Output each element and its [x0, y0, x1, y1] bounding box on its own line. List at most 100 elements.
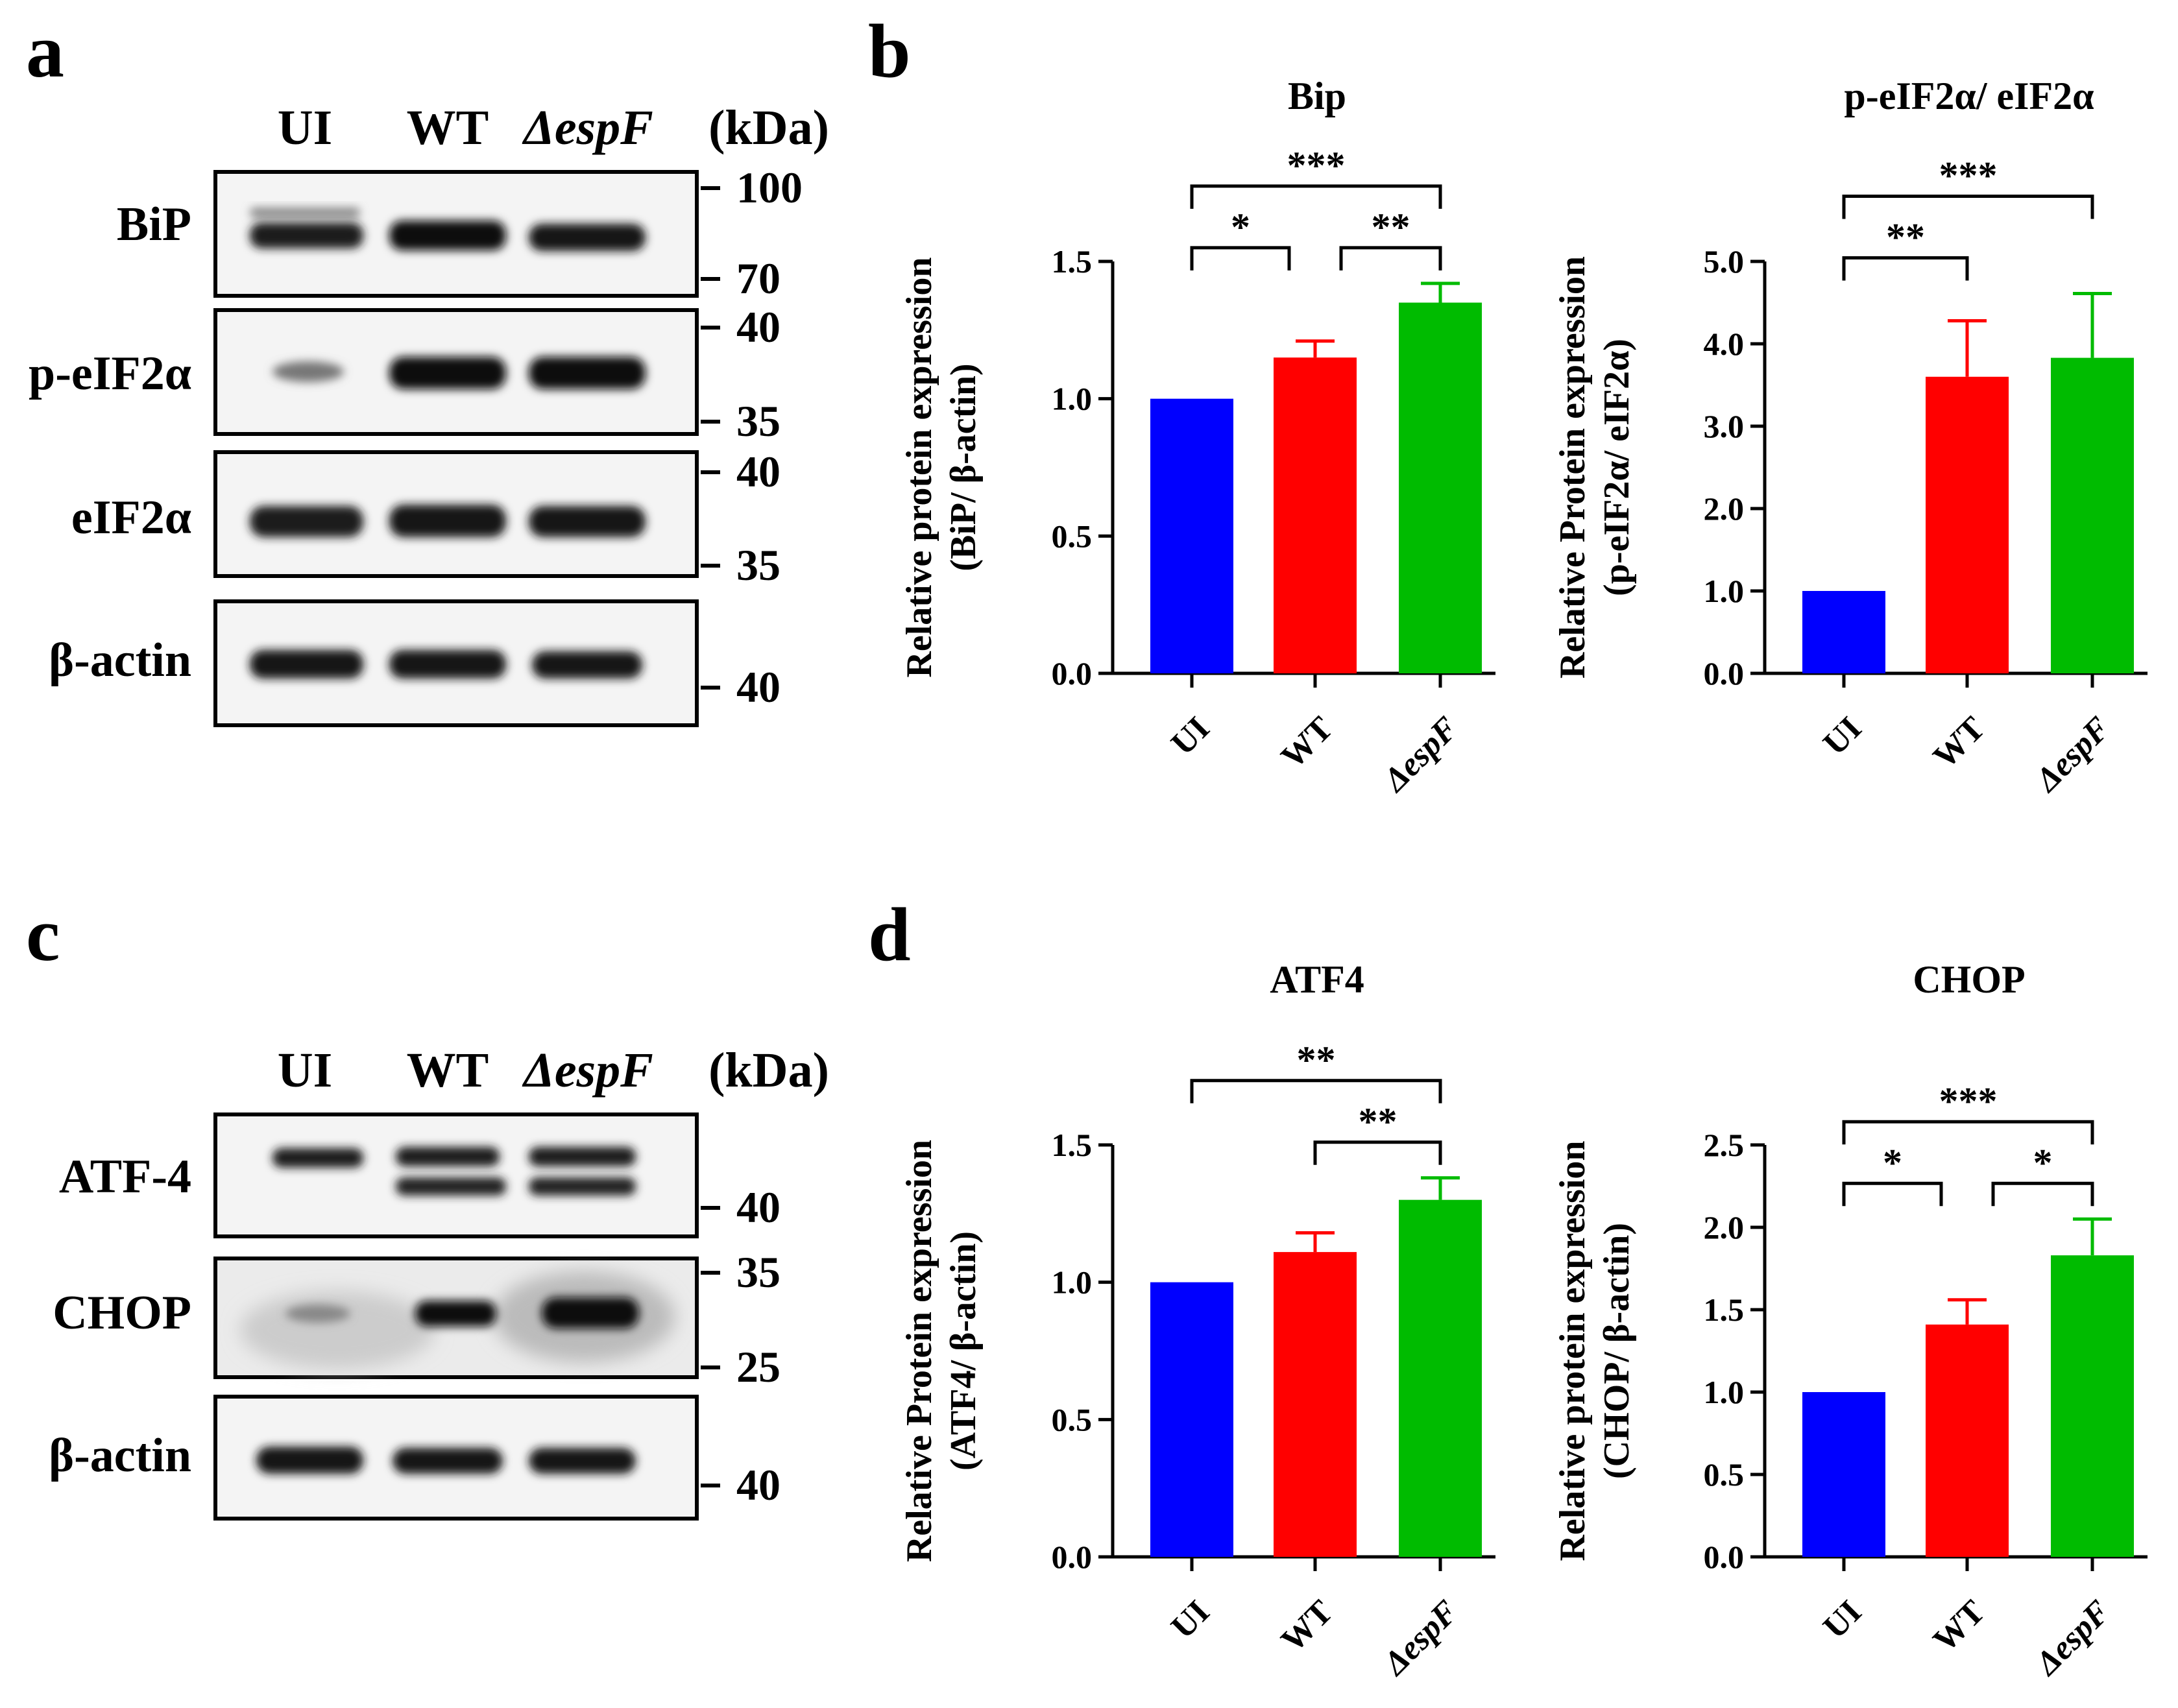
- y-tick-label: 1.5: [1052, 1127, 1093, 1163]
- x-tick-label: ΔespF: [2027, 1593, 2117, 1683]
- y-tick-label: 2.5: [1704, 1127, 1745, 1163]
- bar-2: [1399, 1199, 1482, 1557]
- band: [415, 1301, 496, 1327]
- band: [389, 505, 506, 537]
- significance-label: *: [1883, 1141, 1902, 1184]
- significance-bracket: [1313, 1140, 1442, 1165]
- y-tick-label: 0.0: [1052, 655, 1093, 692]
- blot-a-p-eif2a: [213, 308, 699, 436]
- bar-0: [1802, 591, 1885, 673]
- y-tick-label: 0.0: [1052, 1539, 1093, 1575]
- bar-0: [1150, 398, 1233, 673]
- panel-label-d: d: [868, 892, 911, 977]
- band: [529, 506, 646, 537]
- chart-title: ATF4: [1270, 958, 1364, 1001]
- y-tick-label: 1.5: [1704, 1292, 1745, 1328]
- panel-label-c: c: [26, 892, 60, 977]
- band: [532, 651, 642, 679]
- mw-35: 35: [736, 1247, 780, 1297]
- significance-label: **: [1372, 206, 1410, 248]
- x-tick-label: WT: [1926, 710, 1992, 776]
- significance-bracket: [1991, 1181, 2094, 1207]
- blot-c-label-b-actin: β-actin: [49, 1429, 191, 1482]
- significance-label: *: [2033, 1141, 2053, 1184]
- mw-40: 40: [736, 447, 780, 496]
- y-tick-label: 0.5: [1052, 1401, 1093, 1437]
- y-tick-label: 1.0: [1052, 381, 1093, 417]
- y-tick-label: 3.0: [1704, 408, 1745, 444]
- y-tick-label: 2.0: [1704, 490, 1745, 527]
- band: [529, 224, 646, 251]
- x-tick-label: ΔespF: [1375, 1593, 1465, 1683]
- significance-bracket: [1339, 246, 1442, 271]
- significance-label: *: [1231, 206, 1250, 248]
- significance-bracket: [1842, 256, 1969, 281]
- band: [250, 223, 363, 248]
- blot-a-label-eif2a: eIF2α: [71, 491, 191, 544]
- mw-100: 100: [736, 163, 803, 212]
- blot-a-label-p-eif2a: p-eIF2α: [29, 347, 191, 400]
- band: [529, 1177, 636, 1196]
- bar-0: [1802, 1392, 1885, 1557]
- y-tick-label: 5.0: [1704, 243, 1745, 280]
- significance-bracket: [1190, 246, 1291, 271]
- y-tick-label: 1.5: [1052, 243, 1093, 280]
- bar-1: [1274, 1252, 1357, 1557]
- band: [393, 1448, 503, 1474]
- band: [396, 1177, 506, 1196]
- band: [272, 1148, 363, 1168]
- bar-1: [1926, 376, 2009, 673]
- blot-c-lane-ui: UI: [278, 1043, 332, 1098]
- blot-c-chop: [213, 1257, 699, 1379]
- x-tick-label: UI: [1816, 710, 1869, 762]
- y-axis-label: Relative protein expression: [899, 257, 939, 677]
- chart-bip: Bip Relative protein expression (BiP/ β-ac…: [899, 75, 1495, 799]
- blot-a-b-actin: [213, 599, 699, 727]
- bar-1: [1274, 357, 1357, 673]
- band: [529, 1448, 636, 1474]
- chart-title: Bip: [1288, 75, 1346, 117]
- y-axis-label: (p-eIF2α/ eIF2α): [1597, 339, 1637, 596]
- chart-title: CHOP: [1913, 958, 2025, 1001]
- bar-0: [1150, 1282, 1233, 1557]
- bar-2: [2051, 1255, 2134, 1557]
- significance-bracket: [1842, 1120, 2094, 1145]
- mw-40: 40: [736, 1183, 780, 1232]
- mw-35: 35: [736, 396, 780, 446]
- significance-label: ***: [1939, 1079, 1998, 1122]
- y-tick-label: 0.5: [1704, 1456, 1745, 1493]
- band: [542, 1297, 639, 1329]
- significance-label: **: [1359, 1100, 1398, 1143]
- mw-25: 25: [736, 1342, 780, 1391]
- blot-a-kda-label: (kDa): [708, 101, 829, 155]
- bar-2: [1399, 302, 1482, 673]
- significance-bracket: [1190, 184, 1442, 209]
- y-axis-label: (ATF4/ β-actin): [943, 1231, 984, 1471]
- y-tick-label: 4.0: [1704, 326, 1745, 362]
- x-tick-label: UI: [1164, 1593, 1216, 1646]
- chart-p-eif2a: p-eIF2α/ eIF2α Relative Protein expressio…: [1553, 75, 2148, 799]
- band: [272, 361, 344, 382]
- band: [529, 1147, 636, 1166]
- chart-title: p-eIF2α/ eIF2α: [1844, 75, 2094, 117]
- y-tick-label: 0.5: [1052, 518, 1093, 554]
- blot-c-label-chop: CHOP: [53, 1286, 191, 1340]
- band: [285, 1305, 350, 1323]
- x-tick-label: UI: [1816, 1593, 1869, 1646]
- significance-label: **: [1297, 1039, 1336, 1081]
- blot-c-atf4: [213, 1113, 699, 1238]
- y-tick-label: 2.0: [1704, 1209, 1745, 1245]
- mw-40: 40: [736, 662, 780, 712]
- panel-label-a: a: [26, 8, 64, 93]
- chart-chop: CHOP Relative protein expression (CHOP/ β-…: [1553, 958, 2148, 1683]
- y-tick-label: 1.0: [1704, 573, 1745, 609]
- significance-bracket: [1190, 1079, 1442, 1103]
- x-tick-label: UI: [1164, 710, 1216, 762]
- blot-a-lane-espf: ΔespF: [522, 101, 653, 155]
- x-tick-label: ΔespF: [2027, 710, 2117, 799]
- band: [250, 208, 360, 218]
- background-smear: [240, 1291, 435, 1369]
- blot-a-eif2a: [213, 450, 699, 578]
- band: [389, 221, 506, 250]
